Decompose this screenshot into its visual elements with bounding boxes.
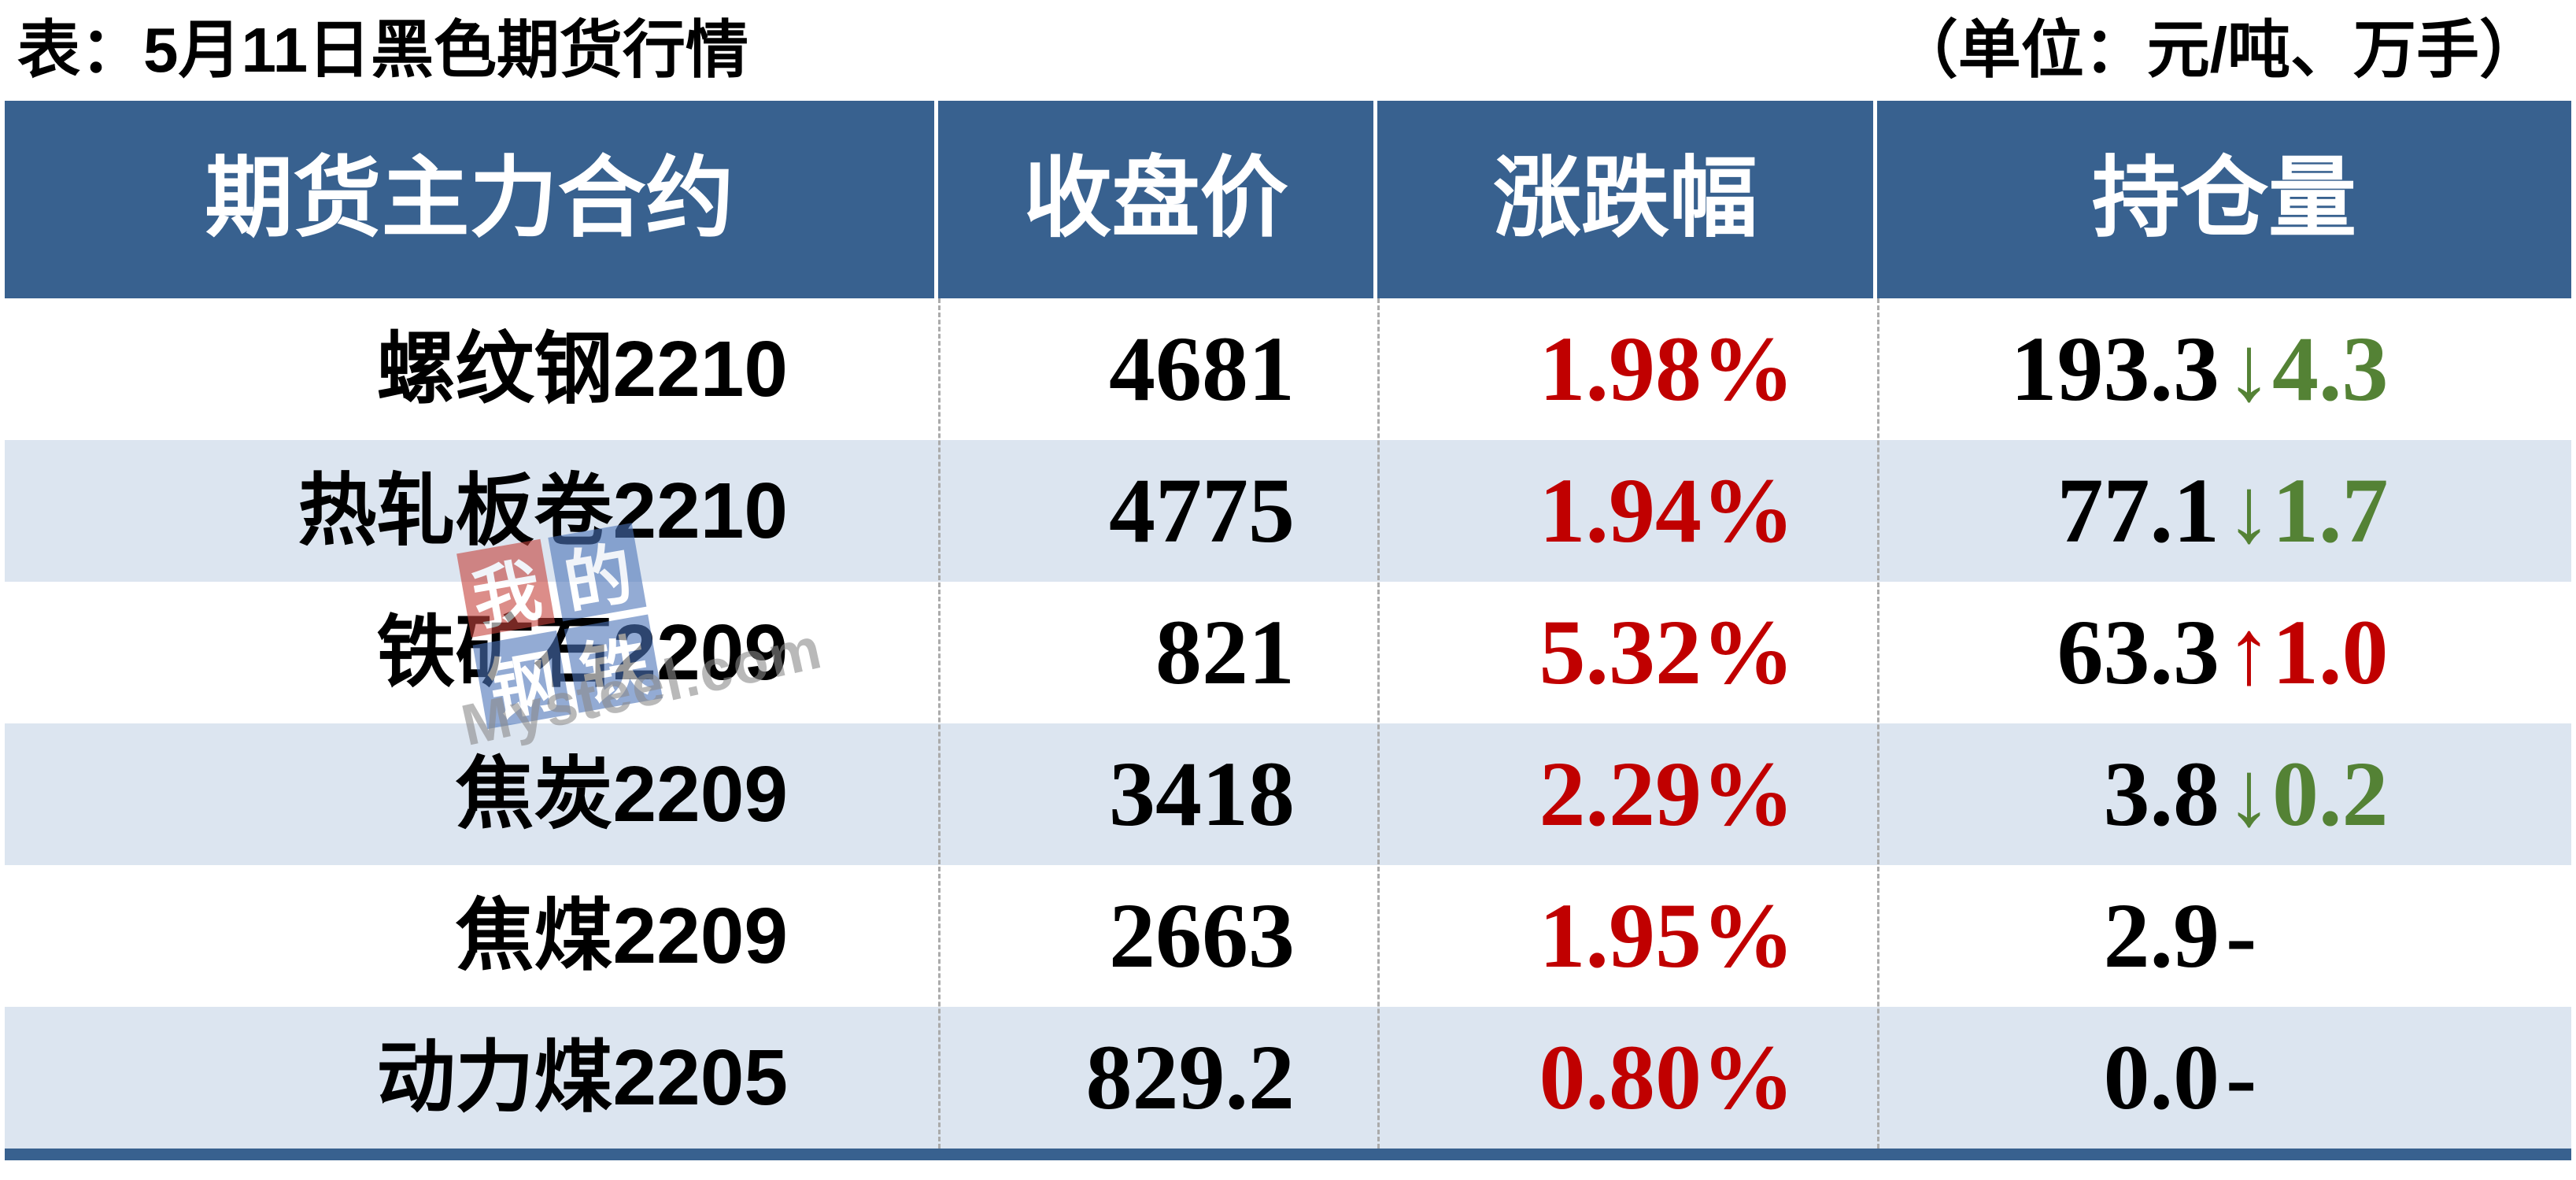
close-cell: 4775 <box>1109 459 1295 562</box>
open-interest-value: 63.3 <box>2057 601 2220 704</box>
close-cell: 3418 <box>1109 742 1295 845</box>
open-interest-change: ↓0.2 <box>2226 742 2389 845</box>
bottom-accent-bar <box>5 1149 2571 1160</box>
close-cell: 2663 <box>1109 884 1295 987</box>
table-row: 铁矿石2209 821 5.32% 63.3 ↑1.0 <box>5 582 2571 723</box>
open-interest-change: - <box>2226 884 2257 987</box>
open-interest-cell: 3.8 ↓0.2 <box>1877 723 2571 865</box>
open-interest-change: ↓1.7 <box>2226 459 2389 562</box>
column-header-contract: 期货主力合约 <box>5 101 938 298</box>
close-cell: 821 <box>1155 601 1295 704</box>
title-row: 表：5月11日黑色期货行情 （单位：元/吨、万手） <box>17 11 2542 90</box>
table-row: 热轧板卷2210 4775 1.94% 77.1 ↓1.7 <box>5 440 2571 582</box>
open-interest-change: ↑1.0 <box>2226 601 2389 704</box>
table-row: 焦煤2209 2663 1.95% 2.9 - <box>5 865 2571 1007</box>
close-cell: 4681 <box>1109 317 1295 420</box>
contract-cell: 焦煤2209 <box>455 892 788 980</box>
contract-cell: 螺纹钢2210 <box>376 325 788 413</box>
page-title: 表：5月11日黑色期货行情 <box>17 15 749 85</box>
column-header-close: 收盘价 <box>938 101 1377 298</box>
table-row: 螺纹钢2210 4681 1.98% 193.3 ↓4.3 <box>5 298 2571 440</box>
column-header-open-interest: 持仓量 <box>2092 150 2356 248</box>
contract-cell: 动力煤2205 <box>376 1034 788 1122</box>
open-interest-cell: 2.9 - <box>1877 865 2571 1007</box>
open-interest-cell: 193.3 ↓4.3 <box>1877 298 2571 440</box>
open-interest-value: 77.1 <box>2057 459 2220 562</box>
open-interest-cell: 77.1 ↓1.7 <box>1877 440 2571 582</box>
table-header-row: 期货主力合约 收盘价 涨跌幅 持仓量 <box>5 101 2571 298</box>
open-interest-change: ↓4.3 <box>2226 317 2389 420</box>
change-pct-cell: 1.94% <box>1539 459 1795 562</box>
table-row: 动力煤2205 829.2 0.80% 0.0 - <box>5 1007 2571 1149</box>
open-interest-cell: 0.0 - <box>1877 1007 2571 1149</box>
futures-table: 期货主力合约 收盘价 涨跌幅 持仓量 螺纹钢2210 4681 1.98% 19… <box>5 101 2571 1160</box>
column-divider <box>1877 298 1879 1149</box>
open-interest-value: 193.3 <box>2010 317 2220 420</box>
contract-cell: 焦炭2209 <box>455 750 788 838</box>
change-pct-cell: 5.32% <box>1539 601 1795 704</box>
column-divider <box>938 298 941 1149</box>
change-pct-cell: 0.80% <box>1539 1026 1795 1129</box>
open-interest-value: 0.0 <box>2103 1026 2220 1129</box>
open-interest-change: - <box>2226 1026 2257 1129</box>
change-pct-cell: 1.98% <box>1539 317 1795 420</box>
change-pct-cell: 1.95% <box>1539 884 1795 987</box>
column-header-change: 涨跌幅 <box>1377 101 1877 298</box>
open-interest-value: 2.9 <box>2103 884 2220 987</box>
contract-cell: 热轧板卷2210 <box>298 467 788 555</box>
column-divider <box>1377 298 1380 1149</box>
change-pct-cell: 2.29% <box>1539 742 1795 845</box>
open-interest-cell: 63.3 ↑1.0 <box>1877 582 2571 723</box>
table-row: 焦炭2209 3418 2.29% 3.8 ↓0.2 <box>5 723 2571 865</box>
table-body: 螺纹钢2210 4681 1.98% 193.3 ↓4.3 热轧板卷2210 4… <box>5 298 2571 1149</box>
open-interest-value: 3.8 <box>2103 742 2220 845</box>
close-cell: 829.2 <box>1085 1026 1295 1129</box>
contract-cell: 铁矿石2209 <box>376 608 788 697</box>
unit-note: （单位：元/吨、万手） <box>1894 15 2542 85</box>
